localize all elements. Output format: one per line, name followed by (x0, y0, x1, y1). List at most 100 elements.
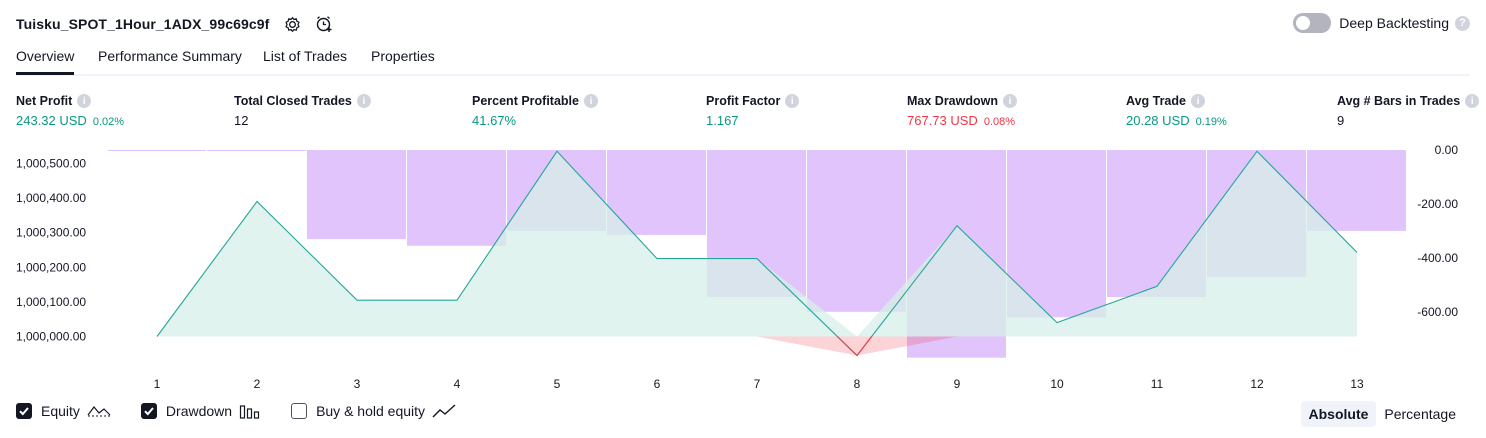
tab-properties[interactable]: Properties (371, 48, 435, 64)
drawdown-bar (1307, 150, 1406, 231)
drawdown-bar (807, 150, 906, 312)
x-axis-tick-label: 1 (154, 377, 161, 391)
equity-line (156, 150, 1358, 357)
equity-below-start-area (157, 336, 1357, 356)
strategy-header: Tuisku_SPOT_1Hour_1ADX_99c69c9f (16, 12, 333, 36)
drawdown-bar (307, 150, 406, 240)
drawdown-bar (407, 150, 506, 246)
left-axis-tick-label: 1,000,400.00 (16, 191, 86, 205)
drawdown-bar (207, 150, 306, 151)
left-axis-tick-label: 1,000,100.00 (16, 295, 86, 309)
metric-value: 1.167 (706, 113, 739, 128)
x-axis-tick-label: 12 (1250, 377, 1264, 391)
metric-label: Avg # Bars in Trades (1337, 94, 1461, 108)
metric-avg-trade: Avg Trade i 20.28 USD 0.19% (1126, 94, 1227, 128)
info-icon[interactable]: i (785, 94, 800, 108)
metric-label-wrap: Avg # Bars in Trades i (1337, 94, 1480, 108)
metric-value: 12 (234, 113, 249, 128)
equity-drawdown-chart: 1,000,000.00 1,000,100.00 1,000,200.00 1,00… (16, 143, 1459, 391)
x-axis-tick-label: 4 (454, 377, 461, 391)
x-axis-tick-label: 11 (1151, 377, 1164, 391)
toggle-knob (1296, 16, 1311, 30)
drawdown-bar (108, 150, 206, 151)
equity-area (157, 151, 1357, 337)
drawdown-bar (607, 150, 706, 235)
metric-label-wrap: Percent Profitable i (472, 94, 598, 108)
metric-label: Profit Factor (706, 94, 781, 108)
info-icon[interactable]: i (1190, 94, 1205, 108)
metric-value: 243.32 USD (16, 113, 87, 128)
x-axis-tick-label: 9 (954, 377, 961, 391)
left-axis-tick-label: 1,000,000.00 (16, 330, 86, 344)
checkbox-checked-icon[interactable] (140, 403, 157, 419)
right-axis-tick-label: -200.00 (1417, 197, 1458, 211)
metric-label: Max Drawdown (907, 94, 998, 108)
equity-line-below-start (836, 336, 873, 357)
metric-sub: 0.19% (1195, 116, 1227, 128)
metric-percent-profitable: Percent Profitable i 41.67% (472, 94, 598, 128)
legend-drawdown[interactable]: Drawdown (140, 403, 261, 419)
tab-list-of-trades[interactable]: List of Trades (263, 48, 348, 64)
metric-label: Net Profit (16, 94, 73, 108)
metric-label-wrap: Max Drawdown i (907, 94, 1017, 108)
strategy-title: Tuisku_SPOT_1Hour_1ADX_99c69c9f (16, 16, 270, 32)
metric-value-wrap: 1.167 (706, 113, 799, 128)
tab-overview[interactable]: Overview (16, 48, 75, 75)
info-icon[interactable]: i (583, 94, 598, 108)
mode-absolute-button[interactable]: Absolute (1300, 401, 1377, 427)
checkbox-unchecked-icon[interactable] (291, 403, 308, 419)
metric-max-drawdown: Max Drawdown i 767.73 USD 0.08% (907, 94, 1017, 128)
metric-profit-factor: Profit Factor i 1.167 (706, 94, 800, 128)
drawdown-bars-icon (239, 403, 261, 419)
metric-value-wrap: 41.67% (472, 113, 598, 128)
x-axis-tick-label: 3 (354, 377, 361, 391)
metric-sub: 0.08% (983, 116, 1016, 128)
info-icon[interactable]: i (356, 94, 371, 108)
tab-bar: Overview Performance Summary List of Tra… (16, 44, 1470, 76)
x-axis-tick-label: 6 (654, 377, 661, 391)
deep-backtesting-toggle[interactable] (1293, 13, 1332, 33)
x-axis-tick-label: 5 (554, 377, 561, 391)
x-axis-tick-label: 13 (1350, 377, 1364, 391)
metric-avg-bars-in-trades: Avg # Bars in Trades i 9 (1337, 94, 1480, 128)
metric-value-wrap: 12 (234, 113, 371, 128)
metric-value-wrap: 767.73 USD 0.08% (907, 113, 1017, 128)
x-axis-tick-label: 8 (854, 377, 861, 391)
metric-label-wrap: Profit Factor i (706, 94, 800, 108)
x-axis-tick-label: 10 (1050, 377, 1064, 391)
buy-hold-line-icon (432, 403, 456, 419)
metric-value-wrap: 243.32 USD 0.02% (16, 113, 124, 128)
metric-value-wrap: 20.28 USD 0.19% (1126, 113, 1227, 128)
metric-label-wrap: Avg Trade i (1126, 94, 1227, 108)
right-axis-tick-label: -600.00 (1417, 305, 1458, 319)
left-axis-tick-label: 1,000,300.00 (16, 226, 86, 240)
deep-backtesting-label: Deep Backtesting (1339, 15, 1449, 31)
metric-label: Percent Profitable (472, 94, 579, 108)
left-axis-tick-label: 1,000,200.00 (16, 260, 86, 274)
metric-value: 9 (1337, 113, 1345, 128)
legend-label: Equity (41, 403, 80, 419)
chart-legend: Equity Drawdown Buy & hold equity (16, 403, 486, 419)
help-icon[interactable]: ? (1455, 15, 1470, 31)
metric-label: Avg Trade (1126, 94, 1186, 108)
metric-sub: 0.02% (92, 116, 125, 128)
info-icon[interactable]: i (1465, 94, 1480, 108)
legend-equity[interactable]: Equity (16, 403, 111, 419)
legend-buy-hold-equity[interactable]: Buy & hold equity (291, 403, 456, 419)
chart-mode-switch: Absolute Percentage (1300, 401, 1465, 427)
deep-backtesting: Deep Backtesting ? (1293, 13, 1470, 33)
add-alert-icon[interactable] (315, 15, 333, 33)
metric-label: Total Closed Trades (234, 94, 352, 108)
info-icon[interactable]: i (1003, 94, 1017, 108)
x-axis-tick-label: 2 (254, 377, 261, 391)
metric-value-wrap: 9 (1337, 113, 1479, 128)
mode-percentage-button[interactable]: Percentage (1384, 406, 1456, 422)
metric-total-closed-trades: Total Closed Trades i 12 (234, 94, 371, 128)
right-axis-tick-label: 0.00 (1435, 143, 1459, 157)
checkbox-checked-icon[interactable] (16, 403, 32, 419)
equity-line-icon (87, 403, 111, 419)
tab-performance-summary[interactable]: Performance Summary (98, 48, 242, 64)
info-icon[interactable]: i (77, 94, 92, 108)
metric-net-profit: Net Profit i 243.32 USD 0.02% (16, 94, 124, 128)
gear-icon[interactable] (283, 15, 301, 33)
